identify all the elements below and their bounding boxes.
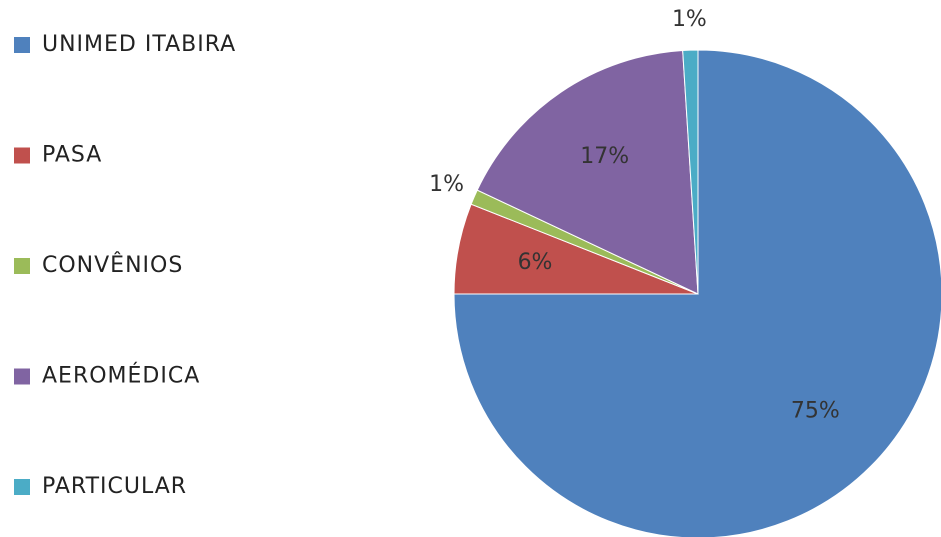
legend-label: CONVÊNIOS	[42, 252, 183, 278]
data-label: 6%	[518, 250, 553, 275]
legend-swatch	[14, 147, 30, 164]
data-label: 17%	[580, 144, 629, 169]
data-label: 75%	[791, 398, 840, 423]
legend-label: AEROMÉDICA	[42, 363, 200, 389]
legend-label: PASA	[42, 143, 102, 168]
data-label: 1%	[429, 172, 464, 197]
legend-swatch	[14, 368, 30, 385]
pie-slice	[682, 49, 699, 295]
data-label: 1%	[672, 7, 707, 32]
legend-swatch	[14, 258, 30, 274]
legend-swatch	[14, 479, 30, 495]
legend-swatch	[14, 37, 30, 53]
pie-slice	[453, 49, 941, 537]
legend-label: UNIMED ITABIRA	[42, 32, 236, 57]
pie-slice	[476, 49, 699, 295]
legend-label: PARTICULAR	[42, 474, 187, 499]
